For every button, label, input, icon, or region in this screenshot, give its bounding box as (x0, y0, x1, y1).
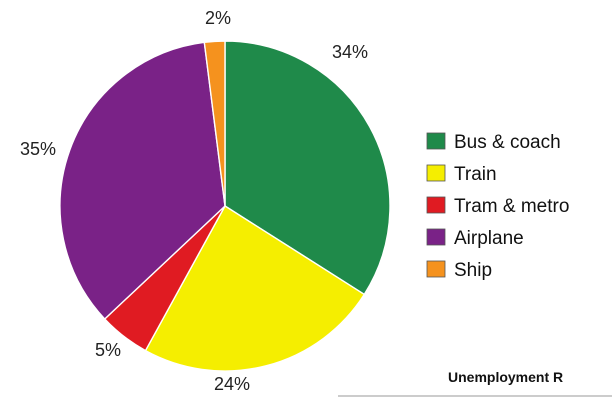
slice-label-tram-metro: 5% (95, 340, 121, 360)
cropped-chart-title: Unemployment R (448, 369, 563, 385)
legend-label-airplane: Airplane (454, 228, 524, 249)
legend: Bus & coach Train Tram & metro Airplane Ship (427, 132, 569, 281)
pie-slices (60, 41, 390, 371)
slice-label-airplane: 35% (20, 139, 56, 159)
legend-label-ship: Ship (454, 260, 492, 281)
legend-label-train: Train (454, 164, 497, 185)
legend-swatch-bus-coach (427, 133, 445, 149)
legend-swatch-airplane (427, 229, 445, 245)
legend-swatch-tram-metro (427, 197, 445, 213)
cropped-second-chart: Unemployment R (338, 369, 612, 396)
legend-swatch-ship (427, 261, 445, 277)
legend-swatch-train (427, 165, 445, 181)
legend-label-bus-coach: Bus & coach (454, 132, 561, 153)
slice-label-train: 24% (214, 374, 250, 394)
slice-label-bus-coach: 34% (332, 42, 368, 62)
legend-label-tram-metro: Tram & metro (454, 196, 569, 217)
slice-label-ship: 2% (205, 8, 231, 28)
